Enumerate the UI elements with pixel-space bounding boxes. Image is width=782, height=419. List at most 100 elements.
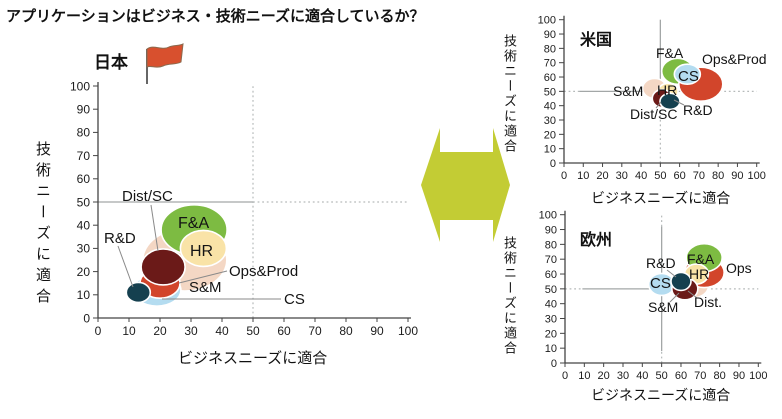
leader-line [178,270,228,284]
x-tick-label: 100 [748,170,766,182]
bubble-label: CS [650,275,671,292]
y-tick-label: 10 [545,343,557,355]
y-tick-label: 30 [77,242,91,256]
bubble-label: Ops [726,260,752,276]
y-tick-label: 70 [544,58,556,70]
bubble-label: R&D [646,255,676,271]
x-tick-label: 30 [184,324,198,338]
x-tick-label: 50 [654,170,666,182]
bubble-label: HR [689,266,709,282]
leader-line [687,290,698,299]
bubble-label: F&A [656,45,684,61]
bubble-label: HR [190,243,213,260]
y-tick-label: 0 [83,311,90,325]
x-tick-label: 90 [370,324,384,338]
bubble-label: Dist/SC [630,106,677,122]
y-tick-label: 0 [551,358,557,370]
bubble-label: S&M [189,279,222,296]
leader-line [666,269,677,278]
y-tick-label: 60 [77,172,91,186]
y-tick-label: 100 [539,210,557,222]
bubble-label: CS [678,68,699,85]
y-tick-label: 80 [545,239,557,251]
x-tick-label: 30 [616,170,628,182]
x-tick-label: 60 [673,170,685,182]
x-tick-label: 0 [95,324,102,338]
y-tick-label: 70 [545,254,557,266]
y-tick-label: 50 [544,86,556,98]
flow-arrow [421,128,510,242]
y-tick-label: 20 [544,129,556,141]
y-tick-label: 0 [550,158,556,170]
y-tick-label: 70 [77,149,91,163]
bubble-label: CS [284,291,305,308]
bubble-label: R&D [104,230,136,247]
chart-us: 00 10 10 20 20 30 30 40 40 50 50 60 60 70 70 80 80 90 90 10… [538,15,767,182]
x-tick-label: 80 [712,170,724,182]
y-tick-label: 60 [544,72,556,84]
bubble-label: R&D [683,102,713,118]
bubble-label: F&A [687,251,715,267]
leader-line [673,99,685,106]
bubble-dist-sc [140,248,186,286]
y-tick-label: 100 [70,79,90,93]
x-tick-label: 10 [577,170,589,182]
bubble-label: Dist. [694,294,722,310]
y-tick-label: 90 [544,29,556,41]
y-tick-label: 30 [545,313,557,325]
chart-eu: 00 10 10 20 20 30 30 40 40 50 50 60 60 70 70 80 80 90 90 10… [539,210,768,382]
x-tick-label: 70 [694,370,706,382]
x-tick-label: 90 [731,170,743,182]
bubble-label: HR [657,82,677,98]
bubble-r-d [659,92,681,111]
bubble-label: F&A [178,215,209,232]
x-tick-label: 0 [562,370,568,382]
y-tick-label: 20 [77,265,91,279]
bubble-hr [179,229,228,268]
y-axis-title-europe: 技術ニーズに適合 [502,236,517,356]
chart-japan: 00 10 10 20 20 30 30 40 40 50 50 60 60 70 70 80 80 90 90 10… [70,79,418,338]
region-title-us: 米国 [580,32,613,49]
x-tick-label: 50 [656,370,668,382]
x-axis-title-us: ビジネスニーズに適合 [591,190,731,206]
x-tick-label: 10 [578,370,590,382]
red-flag-icon [146,43,184,84]
y-tick-label: 80 [544,43,556,55]
y-tick-label: 80 [77,126,91,140]
bubble-label: Ops&Prod [702,51,767,67]
region-title-japan: 日本 [94,53,128,72]
x-tick-label: 30 [617,370,629,382]
x-tick-label: 50 [246,324,260,338]
leader-line [150,204,159,252]
y-tick-label: 100 [538,15,556,27]
x-tick-label: 90 [733,370,745,382]
y-tick-label: 90 [77,103,91,117]
x-tick-label: 100 [749,370,767,382]
x-tick-label: 10 [122,324,136,338]
region-title-europe: 欧州 [580,232,613,249]
leader-line [117,245,134,288]
x-tick-label: 100 [398,324,418,338]
y-axis-title-japan: 技術ニーズに適合 [34,141,51,309]
y-tick-label: 40 [545,299,557,311]
y-tick-label: 90 [545,224,557,236]
y-tick-label: 60 [545,269,557,281]
y-tick-label: 50 [77,195,91,209]
x-tick-label: 20 [596,170,608,182]
y-tick-label: 40 [544,101,556,113]
x-tick-label: 70 [308,324,322,338]
bubble-cs [673,63,702,85]
x-tick-label: 70 [693,170,705,182]
leader-line [669,292,680,303]
flow-arrow-shape [421,128,510,242]
x-tick-label: 40 [636,370,648,382]
x-axis-title-europe: ビジネスニーズに適合 [591,387,731,403]
page-title: アプリケーションはビジネス・技術ニーズに適合しているか？ [6,8,425,25]
y-tick-label: 10 [544,144,556,156]
y-tick-label: 50 [545,284,557,296]
x-tick-label: 40 [215,324,229,338]
x-tick-label: 80 [339,324,353,338]
x-tick-label: 20 [598,370,610,382]
bubble-label: S&M [648,299,678,315]
